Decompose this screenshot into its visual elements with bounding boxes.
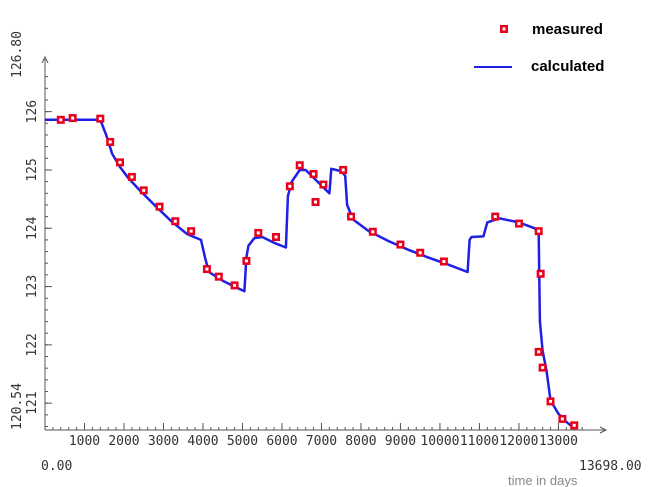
measured-point bbox=[272, 233, 281, 242]
measured-point bbox=[368, 227, 377, 236]
measured-point bbox=[347, 212, 356, 221]
measured-point bbox=[319, 180, 328, 189]
measured-point bbox=[68, 114, 77, 123]
y-min-label: 120.54 bbox=[10, 383, 25, 430]
x-tick-label: 11000 bbox=[460, 434, 499, 449]
measured-point bbox=[127, 172, 136, 181]
x-axis-title: time in days bbox=[508, 473, 578, 487]
measured-point bbox=[242, 256, 251, 265]
x-tick-label: 6000 bbox=[266, 434, 297, 449]
measured-point bbox=[230, 281, 239, 290]
measured-point bbox=[116, 158, 125, 167]
y-axis-arrow bbox=[41, 55, 49, 64]
y-tick-label: 122 bbox=[25, 333, 40, 356]
x-tick-label: 4000 bbox=[187, 434, 218, 449]
measured-point bbox=[254, 228, 263, 237]
y-tick-label: 124 bbox=[25, 216, 40, 240]
measured-point bbox=[339, 165, 348, 174]
measured-series bbox=[56, 114, 579, 430]
axes: 1000 2000 3000 4000 5000 6000 7000 8000 9000 1000… bbox=[25, 55, 608, 449]
x-max-label: 13698.00 bbox=[579, 459, 642, 474]
y-tick-label: 125 bbox=[25, 158, 40, 181]
x-min-label: 0.00 bbox=[41, 459, 72, 474]
measured-point bbox=[56, 115, 65, 124]
measured-point bbox=[96, 114, 105, 123]
measured-point bbox=[311, 198, 320, 207]
measured-point bbox=[396, 240, 405, 249]
x-axis-arrow bbox=[599, 426, 608, 434]
legend-measured-label: measured bbox=[532, 21, 603, 38]
measured-point bbox=[558, 414, 567, 423]
x-tick-label: 10000 bbox=[420, 434, 459, 449]
measured-point bbox=[534, 227, 543, 236]
x-tick-label: 5000 bbox=[227, 434, 258, 449]
measured-point bbox=[570, 421, 579, 430]
measured-point bbox=[534, 347, 543, 356]
measured-point bbox=[155, 202, 164, 211]
measured-point bbox=[536, 269, 545, 278]
measured-point bbox=[309, 170, 318, 179]
y-tick-label: 123 bbox=[25, 275, 40, 298]
measured-point bbox=[202, 265, 211, 274]
y-tick-label: 121 bbox=[25, 391, 40, 414]
measured-point bbox=[171, 217, 180, 226]
y-tick-label: 126 bbox=[25, 100, 40, 123]
x-tick-label: 13000 bbox=[539, 434, 578, 449]
x-tick-label: 8000 bbox=[345, 434, 376, 449]
measured-point bbox=[295, 161, 304, 170]
measured-point bbox=[514, 219, 523, 228]
legend-calculated-label: calculated bbox=[531, 58, 604, 75]
x-tick-label: 12000 bbox=[499, 434, 538, 449]
measured-point bbox=[139, 186, 148, 195]
x-tick-label: 7000 bbox=[306, 434, 337, 449]
calculated-line bbox=[45, 118, 575, 430]
y-max-label: 126.80 bbox=[10, 31, 25, 78]
measured-point bbox=[546, 397, 555, 406]
measured-point bbox=[214, 272, 223, 281]
measured-point bbox=[106, 137, 115, 146]
measured-point bbox=[491, 212, 500, 221]
legend: measured calculated bbox=[474, 21, 604, 75]
measured-point bbox=[538, 363, 547, 372]
x-tick-label: 3000 bbox=[148, 434, 179, 449]
calculated-series bbox=[45, 118, 575, 430]
measured-point bbox=[439, 257, 448, 266]
x-tick-label: 1000 bbox=[69, 434, 100, 449]
measured-point bbox=[285, 182, 294, 191]
x-tick-label: 9000 bbox=[385, 434, 416, 449]
measured-point bbox=[416, 248, 425, 257]
x-tick-label: 2000 bbox=[108, 434, 139, 449]
measured-point bbox=[187, 227, 196, 236]
